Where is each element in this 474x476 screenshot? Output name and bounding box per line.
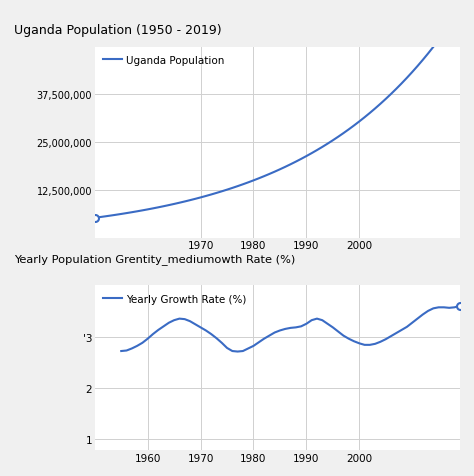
Legend: Uganda Population: Uganda Population <box>100 53 228 69</box>
Text: Uganda Population (1950 - 2019): Uganda Population (1950 - 2019) <box>14 24 221 37</box>
Legend: Yearly Growth Rate (%): Yearly Growth Rate (%) <box>100 291 249 307</box>
Text: Yearly Population Grentity_mediumowth Rate (%): Yearly Population Grentity_mediumowth Ra… <box>14 254 295 265</box>
